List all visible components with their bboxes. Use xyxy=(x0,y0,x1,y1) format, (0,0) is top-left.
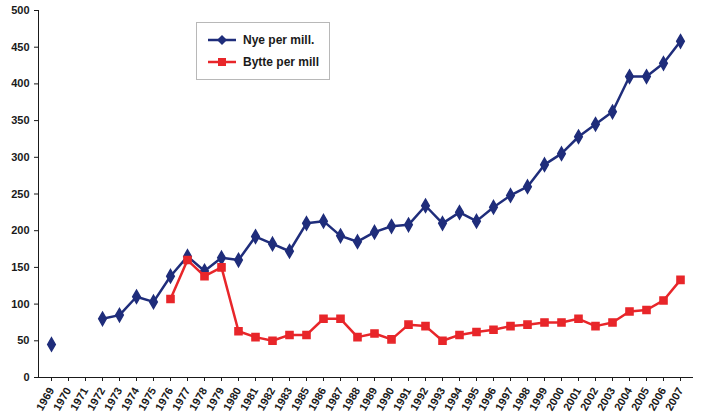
html-text:Bytte per mill: Bytte per mill xyxy=(243,55,319,69)
svg-text:200: 200 xyxy=(11,224,29,236)
svg-text:300: 300 xyxy=(11,151,29,163)
svg-text:2004: 2004 xyxy=(611,385,635,413)
svg-text:2002: 2002 xyxy=(577,385,601,413)
svg-text:1983: 1983 xyxy=(271,385,295,413)
svg-text:450: 450 xyxy=(11,41,29,53)
svg-text:1990: 1990 xyxy=(373,385,397,413)
html-text:Nye per mill.: Nye per mill. xyxy=(243,33,315,47)
svg-text:250: 250 xyxy=(11,188,29,200)
svg-text:1980: 1980 xyxy=(220,385,244,413)
svg-text:1986: 1986 xyxy=(305,385,329,413)
svg-text:100: 100 xyxy=(11,298,29,310)
svg-text:1999: 1999 xyxy=(526,385,550,413)
svg-text:1977: 1977 xyxy=(169,385,193,413)
svg-text:1993: 1993 xyxy=(424,385,448,413)
svg-text:50: 50 xyxy=(17,334,29,346)
svg-text:2003: 2003 xyxy=(594,385,618,413)
svg-text:1994: 1994 xyxy=(441,385,465,413)
svg-text:2007: 2007 xyxy=(663,385,686,412)
svg-text:2001: 2001 xyxy=(560,385,584,413)
svg-text:2005: 2005 xyxy=(628,385,652,413)
svg-text:1969: 1969 xyxy=(33,385,57,413)
svg-text:1971: 1971 xyxy=(67,385,91,413)
svg-text:500: 500 xyxy=(11,4,29,16)
svg-text:1981: 1981 xyxy=(237,385,261,413)
svg-text:1988: 1988 xyxy=(339,385,363,413)
svg-text:1978: 1978 xyxy=(186,385,210,413)
svg-text:1972: 1972 xyxy=(84,385,108,413)
svg-text:1973: 1973 xyxy=(101,385,125,413)
svg-text:0: 0 xyxy=(23,371,29,383)
svg-text:150: 150 xyxy=(11,261,29,273)
svg-text:1976: 1976 xyxy=(152,385,176,413)
svg-text:350: 350 xyxy=(11,114,29,126)
svg-text:1996: 1996 xyxy=(475,385,499,413)
svg-text:1982: 1982 xyxy=(254,385,278,413)
svg-text:1979: 1979 xyxy=(203,385,227,413)
svg-text:1985: 1985 xyxy=(288,385,312,413)
svg-text:1991: 1991 xyxy=(390,385,414,413)
svg-text:1998: 1998 xyxy=(509,385,533,413)
svg-text:400: 400 xyxy=(11,77,29,89)
svg-text:1992: 1992 xyxy=(407,385,431,413)
svg-text:1987: 1987 xyxy=(322,385,346,413)
svg-text:2006: 2006 xyxy=(645,385,669,413)
svg-text:1997: 1997 xyxy=(492,385,516,413)
svg-text:1974: 1974 xyxy=(118,385,142,413)
svg-text:1995: 1995 xyxy=(458,385,482,413)
svg-text:1970: 1970 xyxy=(50,385,74,413)
svg-text:1975: 1975 xyxy=(135,385,159,413)
svg-text:2000: 2000 xyxy=(543,385,567,413)
svg-text:1989: 1989 xyxy=(356,385,380,413)
